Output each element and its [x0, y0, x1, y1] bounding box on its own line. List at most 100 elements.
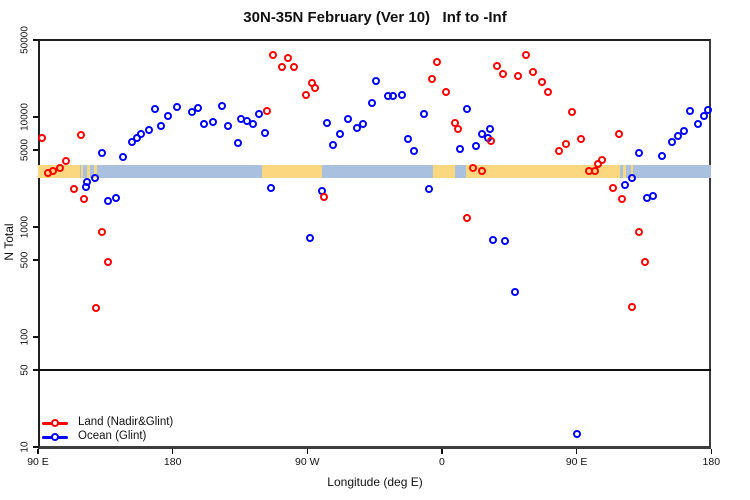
- land-point: [44, 168, 53, 177]
- land-point: [608, 184, 617, 193]
- land-point: [289, 63, 298, 72]
- land-point: [521, 51, 530, 60]
- ocean-point: [409, 147, 418, 156]
- x-tick-mark: [441, 449, 443, 454]
- ocean-point: [173, 102, 182, 111]
- ocean-point: [674, 131, 683, 140]
- y-tick-label: 1000: [19, 215, 31, 239]
- land-point: [628, 303, 636, 312]
- land-point: [442, 87, 451, 96]
- ocean-point: [322, 119, 331, 128]
- ocean-point: [704, 105, 713, 114]
- ocean-point: [209, 118, 218, 127]
- land-point: [463, 213, 472, 222]
- y-tick-mark: [33, 39, 38, 41]
- land-point: [487, 136, 496, 145]
- ocean-point: [668, 137, 677, 146]
- ocean-point: [488, 236, 497, 245]
- y-tick-label: 50: [19, 364, 31, 376]
- ocean-point: [478, 129, 487, 138]
- land-point: [641, 258, 650, 267]
- x-tick-label: 90 E: [27, 456, 49, 468]
- ocean-point: [620, 180, 629, 189]
- ocean-point: [150, 104, 159, 113]
- ocean-point: [234, 139, 243, 148]
- y-tick-mark: [33, 259, 38, 261]
- ocean-point: [200, 119, 209, 128]
- ocean-point: [90, 174, 99, 183]
- ocean-point: [463, 104, 472, 113]
- ocean-point: [255, 109, 264, 118]
- ocean-point: [306, 233, 315, 242]
- ocean-point: [358, 119, 367, 128]
- land-point: [538, 77, 547, 86]
- land-point: [493, 61, 502, 70]
- land-point: [593, 160, 602, 169]
- ocean-point: [635, 148, 644, 157]
- land-point: [529, 67, 538, 76]
- ocean-point: [194, 103, 203, 112]
- ocean-point: [98, 148, 107, 157]
- ocean-point: [137, 129, 146, 138]
- ocean-point: [500, 237, 509, 246]
- ocean-point: [261, 128, 270, 137]
- ocean-point: [397, 91, 406, 100]
- land-point: [499, 69, 508, 78]
- x-tick-label: 180: [702, 456, 721, 468]
- x-tick-mark: [575, 449, 578, 454]
- legend-item-ocean: Ocean (Glint): [42, 430, 262, 444]
- land-point: [69, 184, 78, 193]
- x-tick-label: 90 E: [565, 456, 588, 468]
- ocean-point: [403, 135, 412, 144]
- y-tick-mark: [33, 149, 38, 151]
- ocean-point: [367, 99, 376, 108]
- ocean-strip-segment: [322, 164, 433, 178]
- ocean-point: [328, 140, 337, 149]
- land-strip-segment: [94, 164, 98, 178]
- land-point: [283, 54, 292, 63]
- land-point: [617, 195, 626, 204]
- ocean-point: [343, 114, 352, 123]
- ocean-point: [628, 174, 636, 183]
- land-point: [104, 258, 113, 267]
- ocean-point: [119, 152, 128, 161]
- ocean-point: [81, 182, 90, 191]
- ocean-point: [388, 92, 397, 101]
- plot-area-border: [38, 39, 711, 449]
- y-tick-mark: [33, 226, 38, 228]
- land-point: [268, 51, 277, 60]
- land-point: [544, 87, 553, 96]
- ocean-point: [218, 101, 227, 110]
- y-tick-mark: [33, 336, 38, 338]
- ocean-point: [485, 124, 494, 133]
- y-tick-label: 10000: [19, 103, 31, 131]
- ocean-point: [188, 108, 197, 116]
- y-axis-label: N Total: [2, 223, 16, 261]
- land-point: [310, 84, 319, 93]
- ocean-strip-segment: [620, 164, 712, 178]
- land-strip-segment: [623, 164, 626, 178]
- x-tick-mark: [171, 449, 174, 454]
- x-tick-label: 180: [163, 456, 182, 468]
- ocean-point: [693, 119, 702, 128]
- land-point: [614, 130, 623, 139]
- land-point: [598, 155, 607, 164]
- land-point: [92, 304, 101, 313]
- ocean-point: [455, 145, 464, 154]
- x-tick-mark: [306, 449, 309, 454]
- ocean-point: [511, 287, 520, 296]
- legend-land-circle-marker: [51, 418, 59, 427]
- land-point: [433, 57, 442, 66]
- x-tick-label: 0: [439, 456, 445, 468]
- land-point: [277, 63, 286, 72]
- ocean-point: [156, 121, 165, 130]
- ocean-point: [111, 193, 120, 202]
- ocean-point: [267, 183, 276, 192]
- ocean-point: [104, 197, 113, 206]
- land-point: [427, 74, 436, 83]
- land-point: [301, 91, 310, 100]
- land-point: [319, 193, 328, 202]
- land-point: [554, 147, 563, 156]
- legend-ocean-circle-marker: [51, 432, 59, 441]
